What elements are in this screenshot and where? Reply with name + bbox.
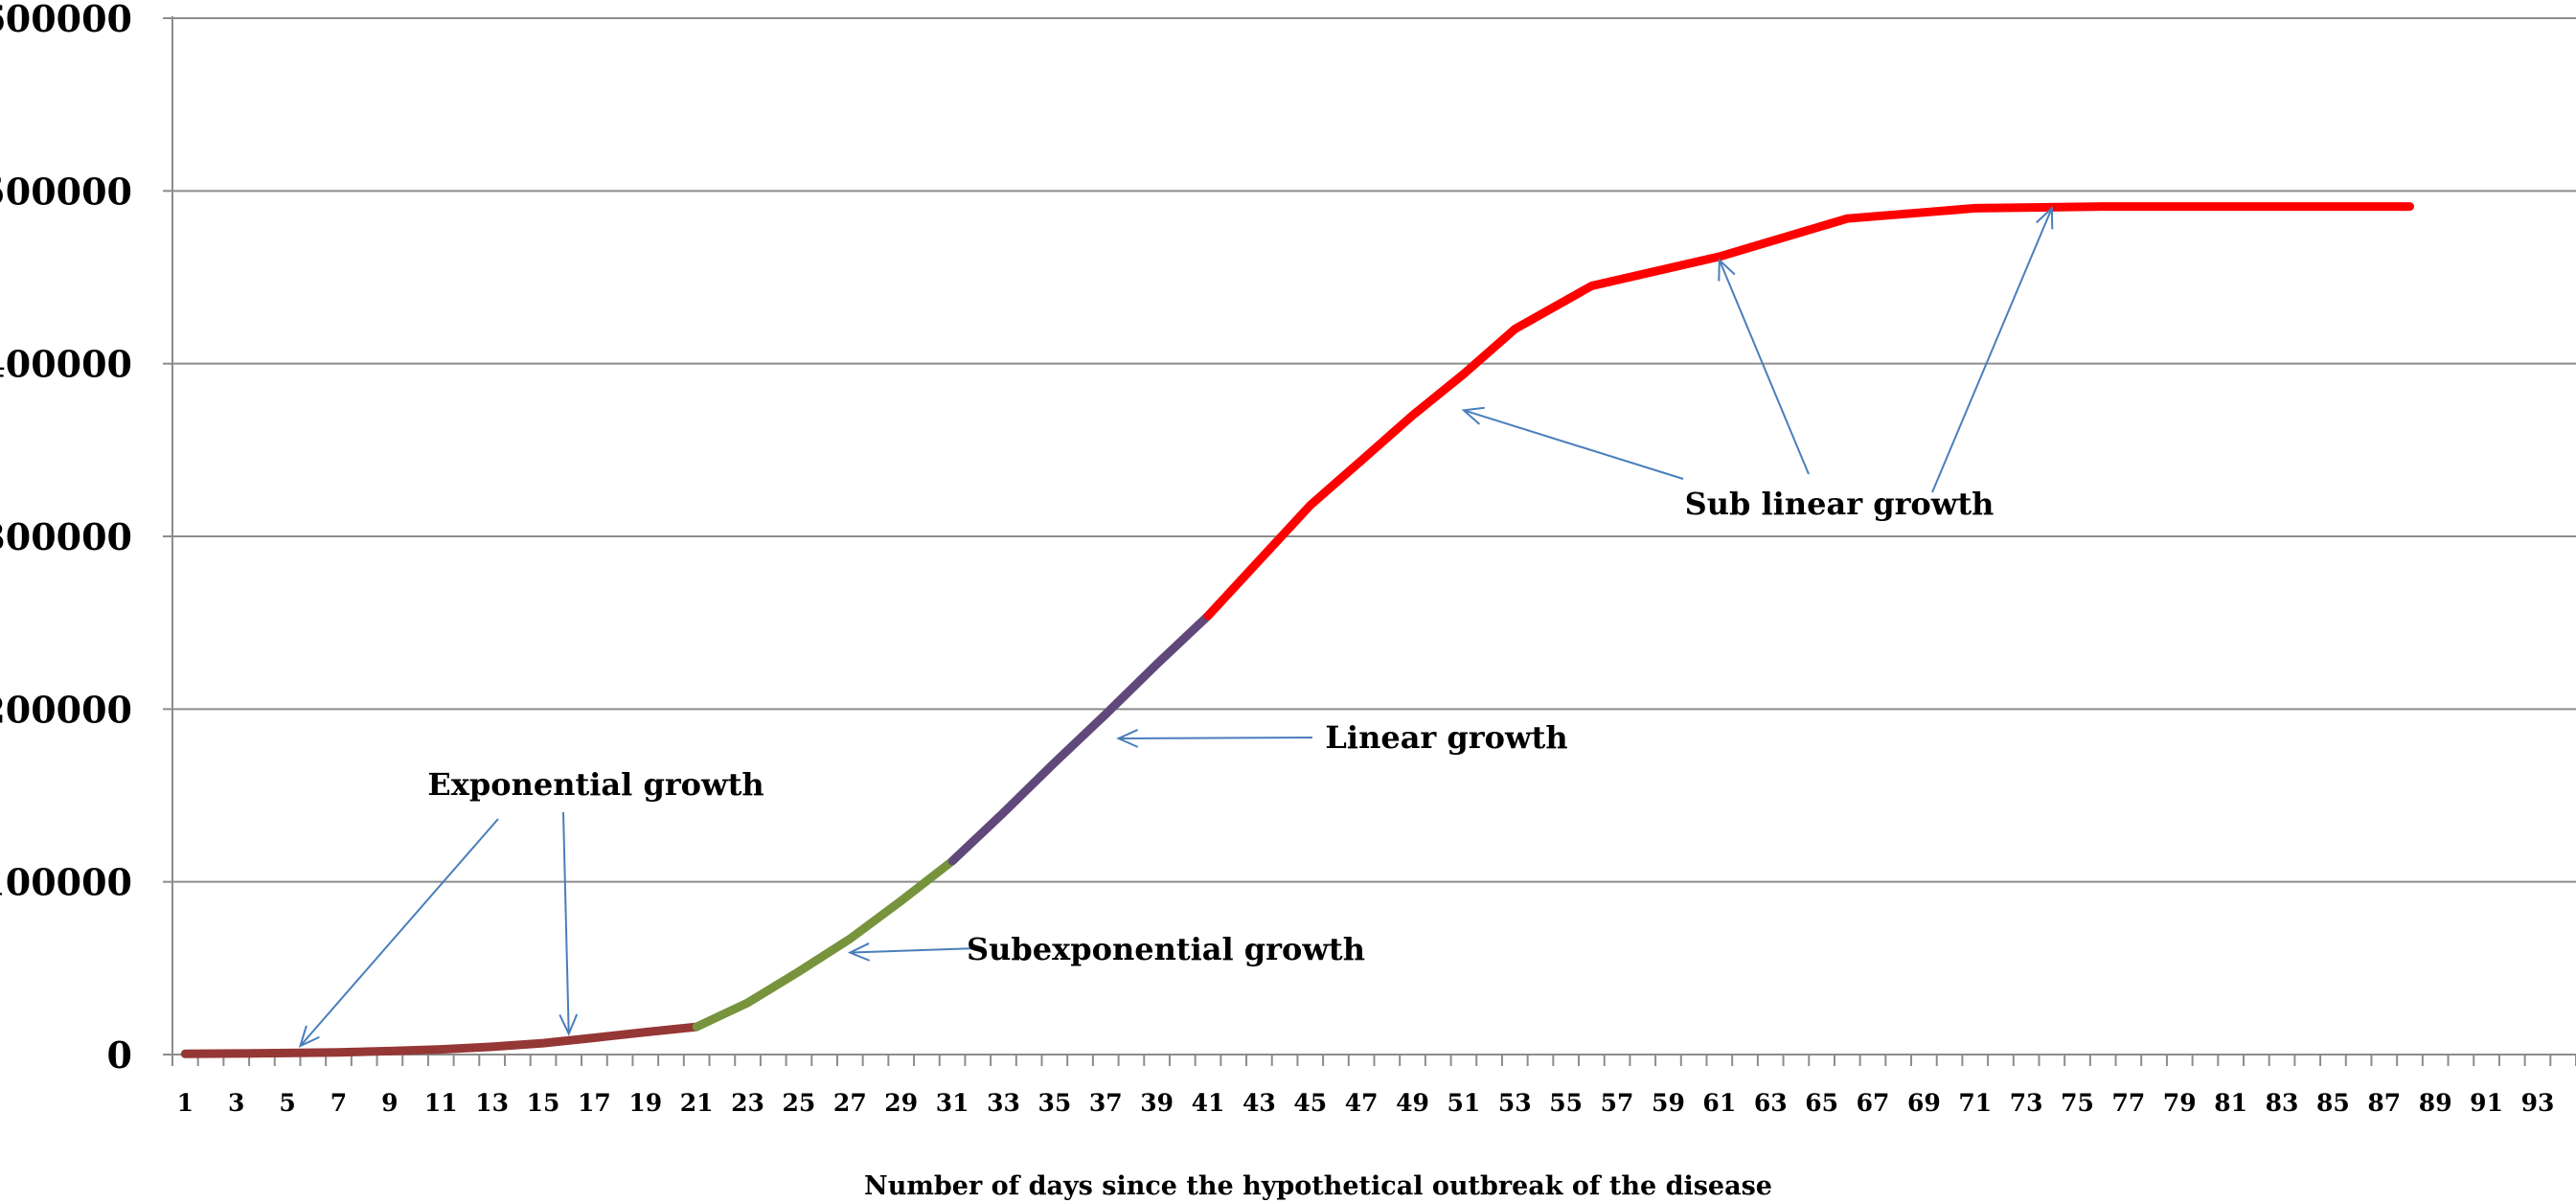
- y-tick-label: 400000: [0, 343, 132, 386]
- y-tick-label: 300000: [0, 515, 132, 558]
- x-tick-label: 47: [1345, 1089, 1379, 1117]
- x-tick-label: 87: [2367, 1089, 2401, 1117]
- y-tick-label: 100000: [0, 861, 132, 904]
- x-tick-label: 25: [783, 1089, 816, 1117]
- series-line-subexponential-growth: [692, 856, 957, 1032]
- x-tick-label: 65: [1805, 1089, 1838, 1117]
- x-tick-label: 29: [884, 1089, 918, 1117]
- x-tick-label: 43: [1242, 1089, 1276, 1117]
- series-line-exponential-growth: [180, 1022, 701, 1058]
- x-tick-label: 59: [1652, 1089, 1685, 1117]
- annotation-arrow: [850, 947, 980, 954]
- x-tick-label: 7: [331, 1089, 347, 1117]
- x-tick-label: 73: [2010, 1089, 2043, 1117]
- x-tick-label: 49: [1396, 1089, 1429, 1117]
- annotation-arrow-head: [2036, 206, 2054, 230]
- x-tick-label: 3: [228, 1089, 244, 1117]
- annotation-arrow: [1718, 260, 1810, 475]
- x-axis-title: Number of days since the hypothetical ou…: [864, 1171, 1772, 1201]
- x-tick-label: 57: [1601, 1089, 1634, 1117]
- x-tick-label: 27: [833, 1089, 867, 1117]
- x-tick-label: 9: [381, 1089, 398, 1117]
- annotation-arrow-head: [1718, 258, 1736, 282]
- x-tick-label: 75: [2061, 1089, 2094, 1117]
- x-tick-label: 79: [2163, 1089, 2197, 1117]
- annotation-arrow: [1463, 409, 1684, 480]
- x-tick-label: 5: [279, 1089, 295, 1117]
- y-tick-label: 500000: [0, 170, 132, 213]
- x-tick-label: 85: [2316, 1089, 2350, 1117]
- x-tick-label: 51: [1448, 1089, 1481, 1117]
- series-lines: [180, 202, 2414, 1058]
- series-line-linear-growth: [947, 611, 1213, 866]
- x-tick-label: 19: [628, 1089, 662, 1117]
- x-tick-label: 11: [424, 1089, 458, 1117]
- annotation-arrow-head: [559, 1013, 579, 1036]
- series-line-sub-linear-growth: [1203, 202, 2414, 621]
- gridlines: [172, 17, 2576, 883]
- x-axis: 1 3 5 7 9 11 13 15 17 19 21 23 25 27 29 31 33 35 37 39 41 43 4…: [171, 1054, 2576, 1117]
- x-tick-label: 77: [2112, 1089, 2146, 1117]
- x-tick-label: 83: [2266, 1089, 2299, 1117]
- x-tick-label: 53: [1498, 1089, 1532, 1117]
- x-tick-label: 39: [1140, 1089, 1174, 1117]
- x-tick-label: 31: [936, 1089, 969, 1117]
- annotation-arrow-head: [1116, 729, 1139, 748]
- x-tick-label: 21: [680, 1089, 714, 1117]
- x-tick-label: 13: [475, 1089, 509, 1117]
- x-tick-label: 91: [2470, 1089, 2503, 1117]
- x-tick-label: 63: [1754, 1089, 1788, 1117]
- x-tick-label: 17: [578, 1089, 611, 1117]
- y-tick-label: 200000: [0, 688, 132, 731]
- x-tick-label: 81: [2214, 1089, 2247, 1117]
- annotation-sub-linear-growth: Sub linear growth: [1685, 486, 1995, 522]
- annotation-arrow-head: [1461, 406, 1485, 425]
- annotation-arrow-head: [298, 1025, 320, 1048]
- annotation-arrow-head: [847, 942, 871, 962]
- x-tick-label: 41: [1192, 1089, 1225, 1117]
- x-tick-label: 89: [2419, 1089, 2452, 1117]
- y-axis: 0 100000 200000 300000 400000 500000 600000: [0, 0, 173, 1077]
- annotation-arrows: [298, 206, 2054, 1048]
- x-tick-label: 61: [1702, 1089, 1736, 1117]
- annotation-linear-growth: Linear growth: [1325, 719, 1567, 756]
- annotation-arrow: [1931, 207, 2053, 493]
- y-tick-label: 600000: [0, 0, 132, 40]
- annotation-arrow: [299, 818, 499, 1047]
- x-tick-label: 93: [2521, 1089, 2555, 1117]
- annotation-subexponential-growth: Subexponential growth: [967, 931, 1365, 967]
- x-tick-label: 1: [177, 1089, 194, 1117]
- x-tick-label: 37: [1089, 1089, 1123, 1117]
- x-tick-label: 55: [1549, 1089, 1583, 1117]
- x-tick-label: 45: [1293, 1089, 1327, 1117]
- x-tick-label: 69: [1907, 1089, 1941, 1117]
- annotation-arrow: [562, 811, 570, 1034]
- y-tick-label: 0: [107, 1033, 132, 1077]
- x-tick-label: 15: [527, 1089, 560, 1117]
- annotation-exponential-growth: Exponential growth: [427, 766, 764, 803]
- x-tick-label: 33: [987, 1089, 1020, 1117]
- x-tick-label: 71: [1958, 1089, 1992, 1117]
- x-tick-label: 67: [1857, 1089, 1890, 1117]
- x-tick-label: 23: [731, 1089, 764, 1117]
- x-tick-label: 35: [1037, 1089, 1071, 1117]
- annotation-labels: Exponential growth Subexponential growth L…: [427, 486, 1994, 967]
